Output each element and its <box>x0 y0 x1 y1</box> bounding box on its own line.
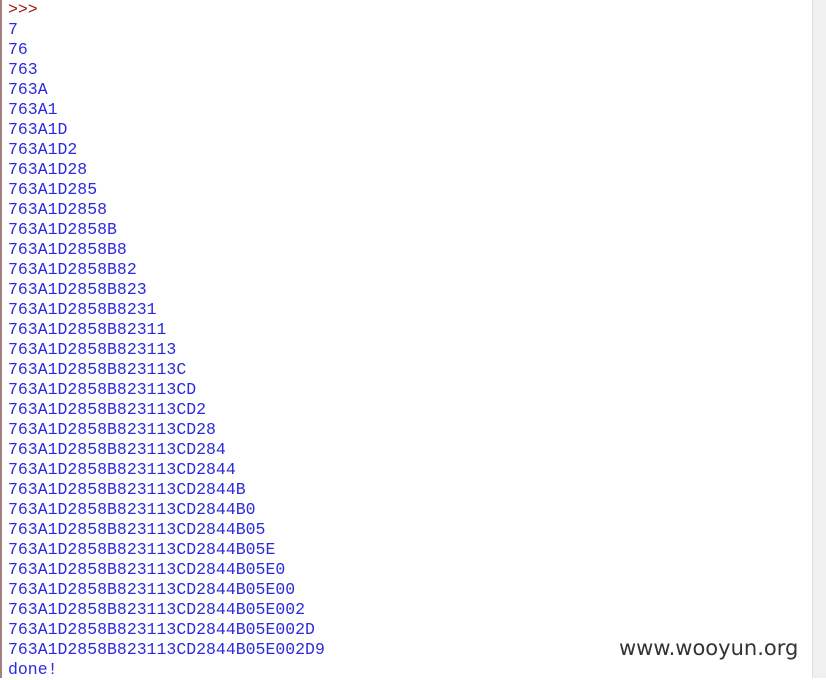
output-line: 763A1D2858B823113CD2844 <box>8 460 236 479</box>
output-line: 763A1D2858B823 <box>8 280 147 299</box>
output-line: 763 <box>8 60 38 79</box>
output-line: 763A1D2858B823113CD2844B05E00 <box>8 580 296 599</box>
output-line: 763A1D2858B823113CD2844B05E <box>8 540 276 559</box>
output-line: 763A1D2858B823113CD <box>8 380 197 399</box>
output-line: 763A1 <box>8 100 58 119</box>
output-line: 763A1D28 <box>8 160 88 179</box>
output-line: 76 <box>8 40 28 59</box>
output-line: 763A1D2858B823113CD28 <box>8 420 216 439</box>
output-line: 763A1D2858B823113CD2844B05E002 <box>8 600 306 619</box>
output-line: 763A1D2858B8 <box>8 240 127 259</box>
watermark: www.wooyun.org <box>619 636 799 660</box>
output-line: 763A <box>8 80 48 99</box>
output-line: 7 <box>8 20 18 39</box>
output-line: 763A1D285 <box>8 180 98 199</box>
output-line: 763A1D2858B823113C <box>8 360 187 379</box>
output-line: 763A1D2858B823113CD2844B05E002D9 <box>8 640 325 659</box>
output-line: 763A1D2858B823113CD2844B05 <box>8 520 266 539</box>
output-line: 763A1D2858B82 <box>8 260 137 279</box>
output-line: 763A1D2858B823113CD2844B05E0 <box>8 560 286 579</box>
output-line: 763A1D2 <box>8 140 78 159</box>
prompt: >>> <box>8 0 38 19</box>
output-line: 763A1D2858B823113CD2 <box>8 400 207 419</box>
output-line: 763A1D2858B823113 <box>8 340 177 359</box>
output-line: 763A1D2858B823113CD2844B05E002D <box>8 620 315 639</box>
output-line: done! <box>8 660 58 679</box>
scrollbar[interactable] <box>812 0 826 678</box>
output-line: 763A1D2858B823113CD284 <box>8 440 226 459</box>
output-line: 763A1D2858B <box>8 220 117 239</box>
output-line: 763A1D2858B82311 <box>8 320 167 339</box>
output-line: 763A1D2858B8231 <box>8 300 157 319</box>
output-line: 763A1D2858B823113CD2844B0 <box>8 500 256 519</box>
output-line: 763A1D2858 <box>8 200 108 219</box>
output-line: 763A1D <box>8 120 68 139</box>
output-line: 763A1D2858B823113CD2844B <box>8 480 246 499</box>
